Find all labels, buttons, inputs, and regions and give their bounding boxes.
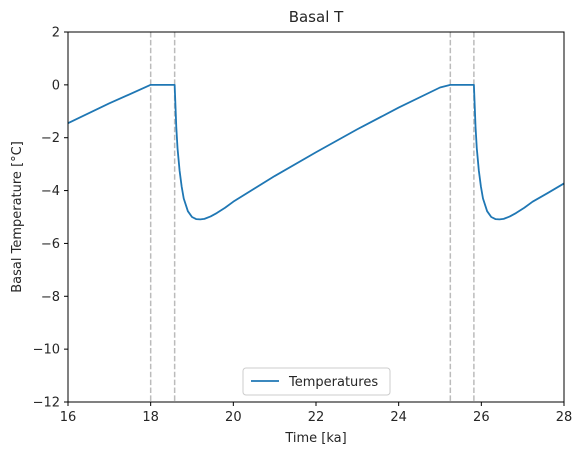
legend-label: Temperatures: [288, 375, 378, 390]
y-tick-label: 2: [52, 26, 60, 41]
legend-box: [242, 367, 391, 396]
y-tick-label: −12: [33, 396, 60, 411]
x-tick-label: 16: [60, 410, 77, 425]
plot-frame: [67, 31, 565, 403]
x-tick-label: 24: [390, 410, 407, 425]
legend: Temperatures: [242, 367, 391, 396]
x-tick-label: 26: [473, 410, 490, 425]
x-tick-label: 28: [556, 410, 573, 425]
y-tick-label: 0: [52, 78, 60, 93]
series-layer: [67, 83, 565, 221]
y-axis-label: Basal Temperature [°C]: [10, 141, 25, 293]
x-tick-label: 22: [308, 410, 325, 425]
series-line: [67, 83, 565, 221]
y-tick-label: −6: [41, 237, 60, 252]
y-tick-label: −2: [41, 131, 60, 146]
vlines-layer: [149, 32, 475, 402]
x-tick-label: 20: [225, 410, 242, 425]
y-tick-label: −8: [41, 290, 60, 305]
y-tick-label: −4: [41, 184, 60, 199]
y-tick-label: −10: [33, 343, 60, 358]
x-axis: 16 18 20 22 24 26 28: [60, 402, 573, 425]
chart-title: Basal T: [289, 8, 344, 26]
x-tick-label: 18: [142, 410, 159, 425]
y-axis: 2 0 −2 −4 −6 −8 −10 −12: [33, 26, 68, 411]
x-axis-label: Time [ka]: [284, 431, 346, 446]
